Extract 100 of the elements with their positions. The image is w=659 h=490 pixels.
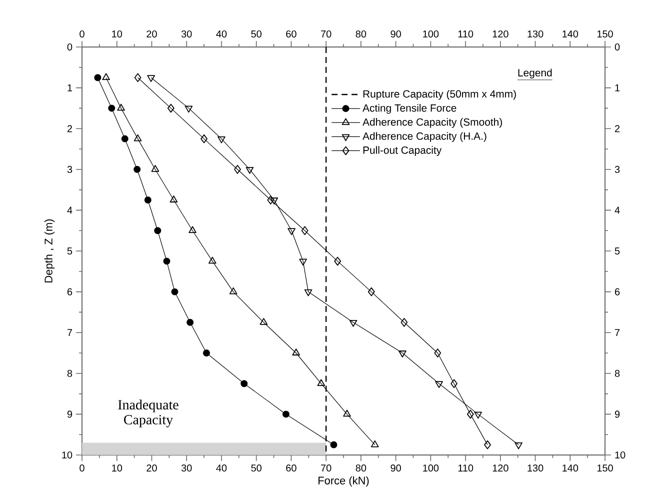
y2-tick-label: 8	[614, 370, 620, 377]
y-tick-label: 5	[67, 248, 72, 255]
point	[260, 318, 268, 325]
x-tick-label: 90	[390, 464, 401, 472]
point	[246, 166, 254, 174]
y2-tick-label: 3	[614, 166, 620, 173]
x2-tick-label: 20	[146, 30, 157, 38]
x2-tick-label: 150	[597, 30, 613, 38]
x-tick-label: 120	[492, 464, 508, 472]
x-tick-label: 100	[423, 464, 439, 472]
point	[270, 198, 278, 204]
x2-tick-label: 140	[562, 30, 578, 38]
point	[234, 164, 241, 174]
x-axis-title: Force (kN)	[318, 476, 369, 487]
x2-tick-label: 10	[112, 30, 122, 38]
point	[400, 318, 408, 327]
y-tick-label: 6	[67, 288, 72, 296]
x-tick-label: 130	[528, 464, 544, 472]
point	[151, 164, 160, 172]
y-tick-label: 10	[62, 452, 72, 459]
point	[218, 136, 226, 144]
point	[435, 381, 443, 388]
point	[134, 73, 142, 82]
point	[240, 380, 248, 388]
point	[163, 258, 170, 265]
point	[292, 348, 300, 356]
y-tick-label: 3	[67, 166, 72, 173]
y-tick-label: 1	[68, 84, 72, 92]
point	[171, 288, 178, 296]
x-tick-label: 150	[597, 464, 613, 472]
x-tick-label: 20	[146, 464, 157, 472]
band-label: Inadequate Capacity	[118, 400, 178, 428]
point	[282, 410, 290, 418]
point	[170, 196, 178, 202]
point	[330, 441, 338, 448]
x2-tick-label: 60	[286, 30, 296, 38]
point	[301, 226, 308, 236]
legend-label: Adherence Capacity (H.A.)	[362, 132, 486, 142]
point	[108, 104, 116, 112]
point	[434, 348, 442, 358]
x-tick-label: 80	[356, 464, 366, 472]
legend-label: Pull-out Capacity	[363, 146, 442, 156]
point	[202, 350, 210, 357]
point	[154, 227, 162, 234]
y2-tick-label: 1	[615, 84, 620, 92]
point	[514, 442, 522, 450]
point	[334, 256, 342, 266]
x-tick-label: 70	[321, 464, 332, 472]
point	[349, 320, 358, 327]
y2-tick-label: 0	[614, 44, 620, 51]
point	[229, 287, 238, 294]
point	[121, 135, 128, 142]
point	[184, 106, 193, 113]
point	[288, 228, 296, 236]
x2-tick-label: 50	[251, 30, 262, 38]
point	[117, 104, 125, 111]
point	[94, 74, 102, 82]
point	[474, 412, 482, 419]
x-tick-label: 30	[181, 464, 192, 472]
x2-tick-label: 70	[321, 30, 332, 38]
point	[304, 289, 312, 296]
x2-tick-label: 0	[80, 30, 84, 38]
point	[317, 379, 326, 386]
x-tick-label: 110	[458, 464, 474, 472]
point	[134, 166, 141, 173]
y-axis-title: Depth , Z (m)	[44, 219, 55, 282]
point	[186, 318, 194, 326]
y-tick-label: 8	[67, 370, 72, 377]
y-tick-label: 0	[67, 44, 72, 51]
x-tick-label: 40	[216, 464, 227, 472]
point	[134, 134, 142, 142]
x2-tick-label: 130	[528, 30, 544, 38]
point	[208, 256, 216, 264]
y2-tick-label: 4	[614, 206, 620, 214]
x2-tick-label: 30	[181, 30, 192, 38]
point	[200, 134, 208, 144]
y-tick-label: 9	[67, 410, 72, 418]
y2-tick-label: 6	[615, 288, 620, 296]
legend-title: Legend	[518, 68, 552, 79]
x-tick-label: 140	[562, 464, 578, 472]
point	[370, 440, 379, 448]
x-tick-label: 50	[251, 464, 262, 472]
x-tick-label: 60	[286, 464, 296, 472]
point	[466, 410, 474, 419]
point	[343, 410, 351, 417]
x2-tick-label: 40	[216, 30, 227, 38]
y-tick-label: 7	[67, 329, 72, 336]
point	[144, 196, 152, 204]
y2-tick-label: 7	[615, 329, 620, 336]
point	[450, 379, 458, 388]
point	[102, 73, 110, 80]
y-tick-label: 4	[67, 206, 72, 214]
x2-tick-label: 80	[356, 30, 366, 38]
y2-tick-label: 10	[615, 452, 626, 459]
point	[167, 104, 174, 113]
legend-label: Acting Tensile Force	[362, 104, 456, 114]
point	[188, 226, 196, 234]
y2-tick-label: 9	[614, 410, 620, 418]
x2-tick-label: 100	[423, 30, 439, 38]
point	[398, 350, 406, 358]
